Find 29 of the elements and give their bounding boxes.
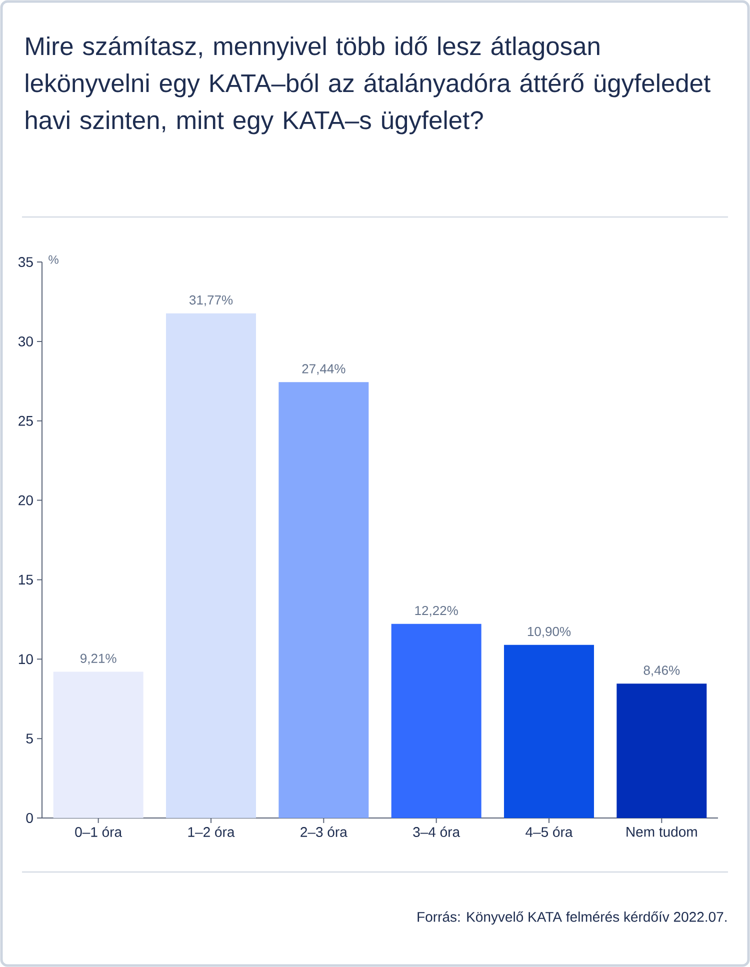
y-tick-label: 10 bbox=[18, 654, 33, 664]
data-label: 8,46% bbox=[644, 666, 680, 676]
y-axis-title: % bbox=[48, 255, 58, 264]
data-label: 27,44% bbox=[302, 364, 346, 375]
text: Forrás: Könyvelő KATA felmérés kérdőív 2022.07. bbox=[418, 911, 726, 925]
y-tick-label: 35 bbox=[18, 257, 33, 267]
bar bbox=[166, 313, 256, 818]
x-tick-label: 2–3 óra bbox=[300, 826, 348, 837]
x-tick-label: 0–1 óra bbox=[75, 826, 122, 837]
x-tick-label: 1–2 óra bbox=[188, 826, 235, 837]
y-tick-label: 0 bbox=[26, 813, 33, 823]
y-tick-label: 5 bbox=[26, 734, 33, 744]
data-label: 9,21% bbox=[80, 654, 116, 664]
x-tick-label: 3–4 óra bbox=[413, 826, 460, 837]
bar bbox=[504, 644, 594, 818]
bar bbox=[278, 382, 369, 818]
data-label: 10,90% bbox=[528, 626, 571, 638]
y-tick-label: 20 bbox=[18, 495, 33, 506]
y-tick-label: 30 bbox=[18, 336, 33, 346]
data-label: 12,22% bbox=[415, 606, 458, 617]
bar bbox=[53, 672, 144, 818]
x-tick-label: 4–5 óra bbox=[526, 826, 573, 837]
bar bbox=[616, 684, 707, 818]
bar bbox=[391, 624, 482, 818]
data-label: 31,77% bbox=[189, 295, 233, 306]
y-tick-label: 15 bbox=[18, 574, 33, 585]
chart-title: Mire számítasz, mennyivel több idő lesz átlagosan lekönyvelni egy KATA–ból az átalányadóra áttérő ügyfeledet havi szinten, mint egy KATA–s ügyfelet? bbox=[26, 36, 710, 134]
y-tick-label: 25 bbox=[18, 416, 33, 426]
x-tick-label: Nem tudom bbox=[626, 826, 697, 837]
